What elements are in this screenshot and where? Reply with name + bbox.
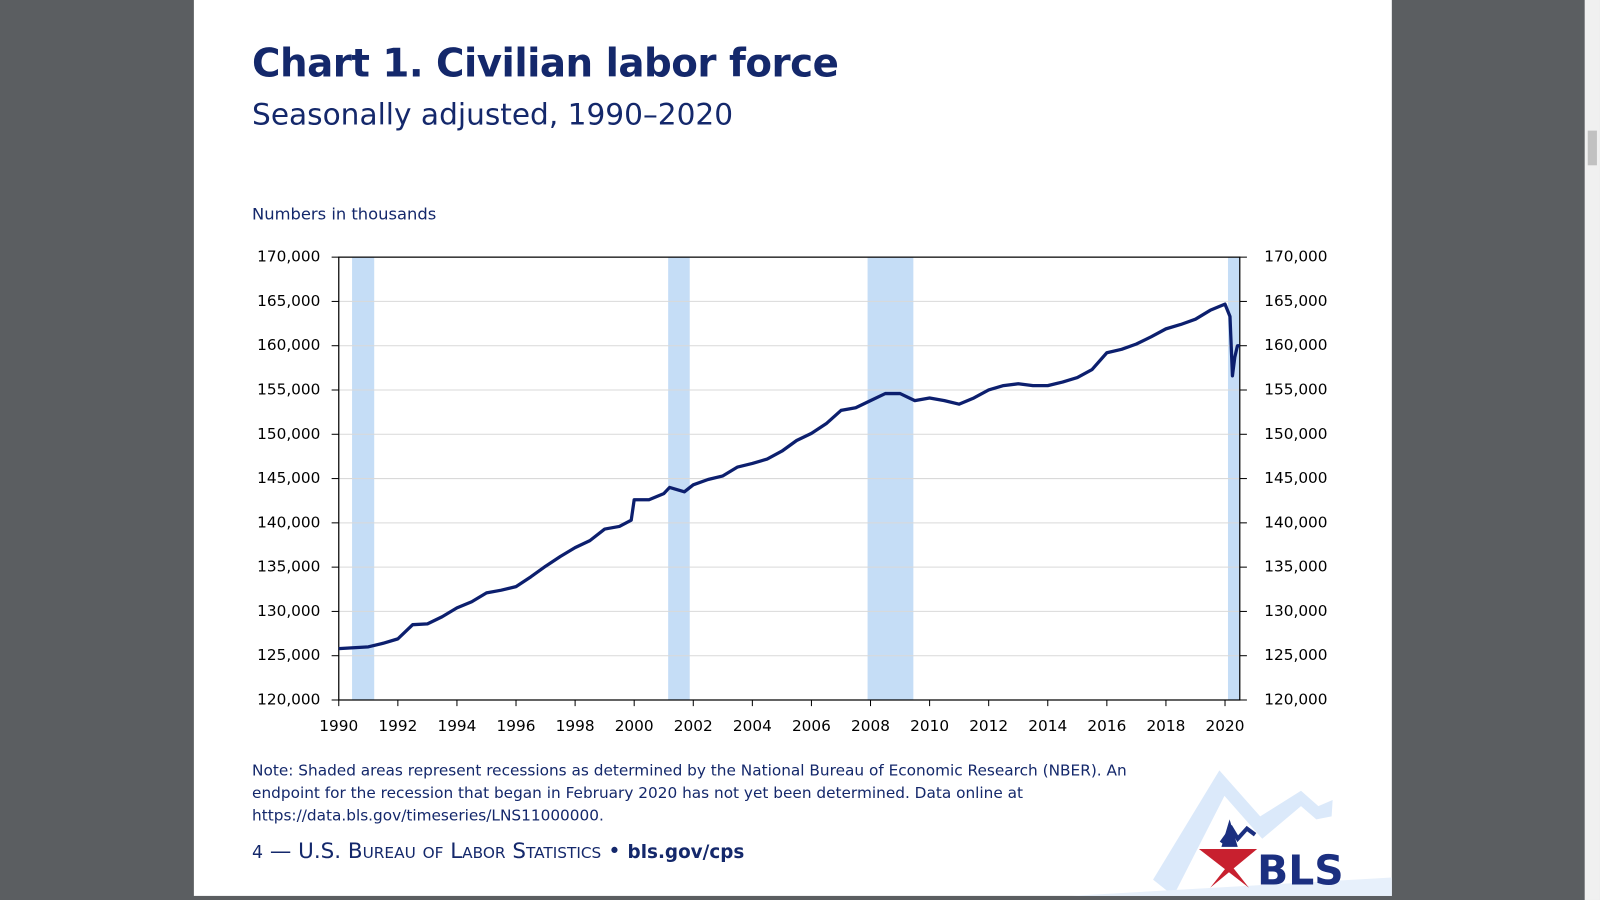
y-tick-label: 150,000 (257, 425, 320, 443)
x-tick-label: 2004 (733, 717, 772, 735)
separator: • (608, 838, 621, 864)
logo-text: BLS (1257, 846, 1343, 894)
y2-tick-label: 130,000 (1264, 602, 1327, 620)
y-tick-label: 170,000 (257, 248, 320, 266)
y-tick-label: 145,000 (257, 469, 320, 487)
x-tick-label: 2010 (910, 717, 949, 735)
x-tick-label: 2020 (1206, 717, 1245, 735)
x-tick-label: 2000 (615, 717, 654, 735)
y2-tick-label: 155,000 (1264, 380, 1327, 398)
logo-arrow (1153, 770, 1333, 896)
x-tick-label: 1994 (437, 717, 476, 735)
y-tick-label: 165,000 (257, 292, 320, 310)
x-tick-label: 2008 (851, 717, 890, 735)
note: Note: Shaded areas represent recessions … (252, 761, 1127, 825)
y2-tick-label: 165,000 (1264, 292, 1327, 310)
x-tick-label: 2016 (1087, 717, 1126, 735)
logo-swoosh (1071, 877, 1392, 896)
x-tick-label: 2014 (1028, 717, 1067, 735)
x-tick-label: 1990 (319, 717, 358, 735)
x-tick-label: 1998 (556, 717, 595, 735)
x-tick-label: 1996 (497, 717, 536, 735)
y2-tick-label: 160,000 (1264, 336, 1327, 354)
y-tick-label: 135,000 (257, 558, 320, 576)
y-tick-label: 160,000 (257, 336, 320, 354)
page-number: 4 (252, 842, 264, 864)
y-tick-label: 155,000 (257, 380, 320, 398)
logo-line (1219, 824, 1257, 845)
x-tick-label: 2012 (969, 717, 1008, 735)
chart-title: Chart 1. Civilian labor force (252, 40, 839, 86)
y2-tick-label: 120,000 (1264, 690, 1327, 708)
x-tick-label: 2002 (674, 717, 713, 735)
logo: BLS (1071, 770, 1392, 896)
organization: U.S. Bureau of Labor Statistics (298, 838, 602, 864)
y2-tick-label: 140,000 (1264, 513, 1327, 531)
y-tick-label: 120,000 (257, 690, 320, 708)
footer: 4 — U.S. Bureau of Labor Statistics • bl… (252, 839, 744, 863)
plot: 120,000 120,000 125,000 125,000 130,000 130,0… (257, 248, 1327, 735)
x-tick-label: 2006 (792, 717, 831, 735)
page: Chart 1. Civilian labor force Seasonally… (193, 0, 1392, 896)
y-tick-label: 140,000 (257, 513, 320, 531)
y-tick-label: 130,000 (257, 602, 320, 620)
plot-frame (338, 256, 1241, 701)
x-tick-label: 1992 (378, 717, 417, 735)
y2-tick-label: 170,000 (1264, 248, 1327, 266)
chart-subtitle: Seasonally adjusted, 1990–2020 (252, 96, 734, 132)
y2-tick-label: 135,000 (1264, 558, 1327, 576)
data-line (338, 302, 1240, 651)
y-axis-label: Numbers in thousands (252, 204, 437, 224)
scroll-thumb[interactable] (1587, 130, 1597, 166)
x-tick-label: 2018 (1146, 717, 1185, 735)
y2-tick-label: 125,000 (1264, 646, 1327, 664)
separator: — (269, 838, 292, 864)
website[interactable]: bls.gov/cps (627, 841, 745, 864)
y2-tick-label: 150,000 (1264, 425, 1327, 443)
scrollbar[interactable] (1584, 0, 1600, 900)
y2-tick-label: 145,000 (1264, 469, 1327, 487)
logo-star (1198, 848, 1258, 888)
y-tick-label: 125,000 (257, 646, 320, 664)
